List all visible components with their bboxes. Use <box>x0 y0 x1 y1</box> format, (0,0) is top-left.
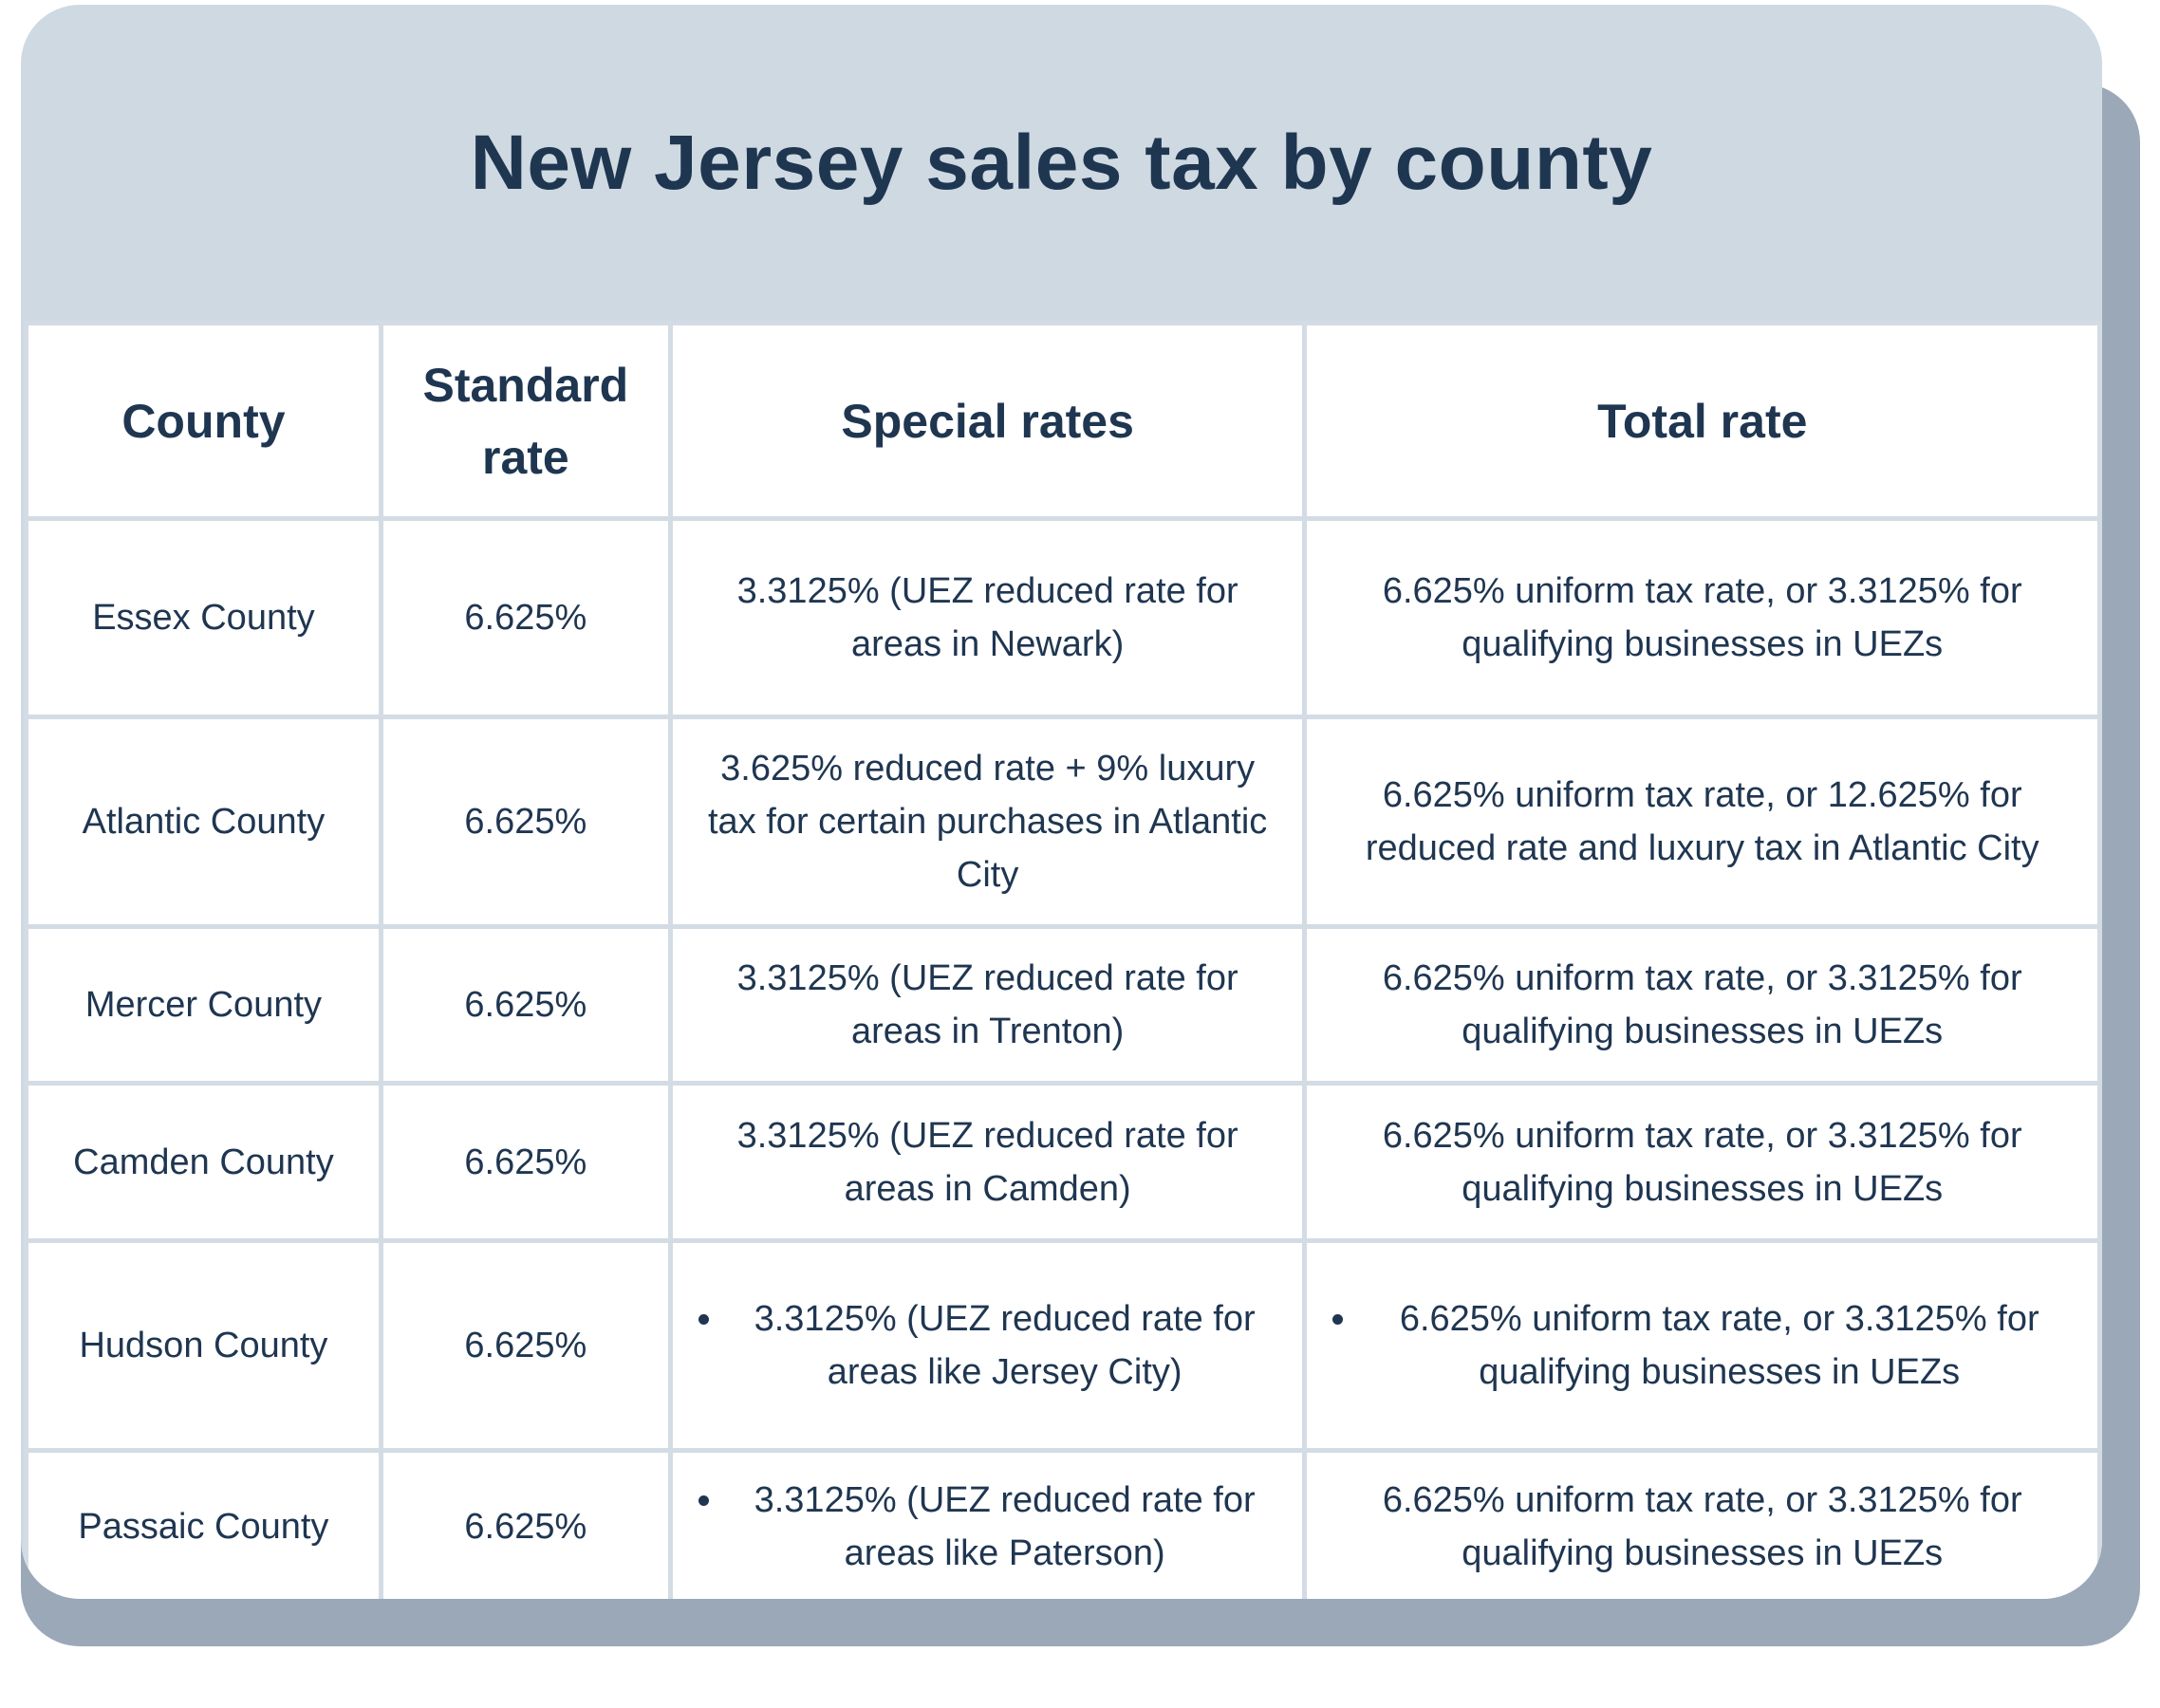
total-rate-bullet: 6.625% uniform tax rate, or 3.3125% for … <box>1360 1292 2078 1399</box>
header-special-rates: Special rates <box>667 321 1308 521</box>
header-standard-rate: Standard rate <box>378 321 673 521</box>
standard-rate-cell: 6.625% <box>378 1238 673 1453</box>
page-title: New Jersey sales tax by county <box>470 120 1653 206</box>
special-rates-cell: 3.3125% (UEZ reduced rate for areas in T… <box>667 924 1308 1086</box>
county-cell: Passaic County <box>24 1448 383 1599</box>
special-rate-bullet: 3.3125% (UEZ reduced rate for areas like… <box>726 1474 1284 1580</box>
total-rate-cell: 6.625% uniform tax rate, or 3.3125% for … <box>1302 924 2102 1086</box>
county-cell: Atlantic County <box>24 715 383 929</box>
standard-rate-cell: 6.625% <box>378 715 673 929</box>
table-row: Hudson County 6.625% 3.3125% (UEZ reduce… <box>24 1238 2102 1453</box>
county-cell: Hudson County <box>24 1238 383 1453</box>
header-total-rate: Total rate <box>1302 321 2102 521</box>
standard-rate-cell: 6.625% <box>378 1448 673 1599</box>
standard-rate-cell: 6.625% <box>378 516 673 719</box>
total-rate-cell: 6.625% uniform tax rate, or 3.3125% for … <box>1302 516 2102 719</box>
special-rates-cell: 3.625% reduced rate + 9% luxury tax for … <box>667 715 1308 929</box>
county-cell: Essex County <box>24 516 383 719</box>
county-cell: Camden County <box>24 1081 383 1243</box>
special-rates-cell: 3.3125% (UEZ reduced rate for areas like… <box>667 1448 1308 1599</box>
total-rate-cell: 6.625% uniform tax rate, or 3.3125% for … <box>1302 1081 2102 1243</box>
special-rate-bullet: 3.3125% (UEZ reduced rate for areas like… <box>726 1292 1284 1399</box>
table-row: Essex County 6.625% 3.3125% (UEZ reduced… <box>24 516 2102 719</box>
standard-rate-cell: 6.625% <box>378 1081 673 1243</box>
table-header-row: County Standard rate Special rates Total… <box>24 321 2102 521</box>
special-rates-cell: 3.3125% (UEZ reduced rate for areas in N… <box>667 516 1308 719</box>
total-rate-cell: 6.625% uniform tax rate, or 3.3125% for … <box>1302 1238 2102 1453</box>
standard-rate-cell: 6.625% <box>378 924 673 1086</box>
table-row: Atlantic County 6.625% 3.625% reduced ra… <box>24 715 2102 929</box>
special-rates-cell: 3.3125% (UEZ reduced rate for areas in C… <box>667 1081 1308 1243</box>
county-cell: Mercer County <box>24 924 383 1086</box>
total-rate-cell: 6.625% uniform tax rate, or 12.625% for … <box>1302 715 2102 929</box>
tax-table: County Standard rate Special rates Total… <box>24 321 2102 1599</box>
total-rate-cell: 6.625% uniform tax rate, or 3.3125% for … <box>1302 1448 2102 1599</box>
table-row: Mercer County 6.625% 3.3125% (UEZ reduce… <box>24 924 2102 1086</box>
special-rates-cell: 3.3125% (UEZ reduced rate for areas like… <box>667 1238 1308 1453</box>
header-county: County <box>24 321 383 521</box>
table-row: Passaic County 6.625% 3.3125% (UEZ reduc… <box>24 1448 2102 1599</box>
tax-table-card: New Jersey sales tax by county County St… <box>21 5 2102 1599</box>
table-row: Camden County 6.625% 3.3125% (UEZ reduce… <box>24 1081 2102 1243</box>
